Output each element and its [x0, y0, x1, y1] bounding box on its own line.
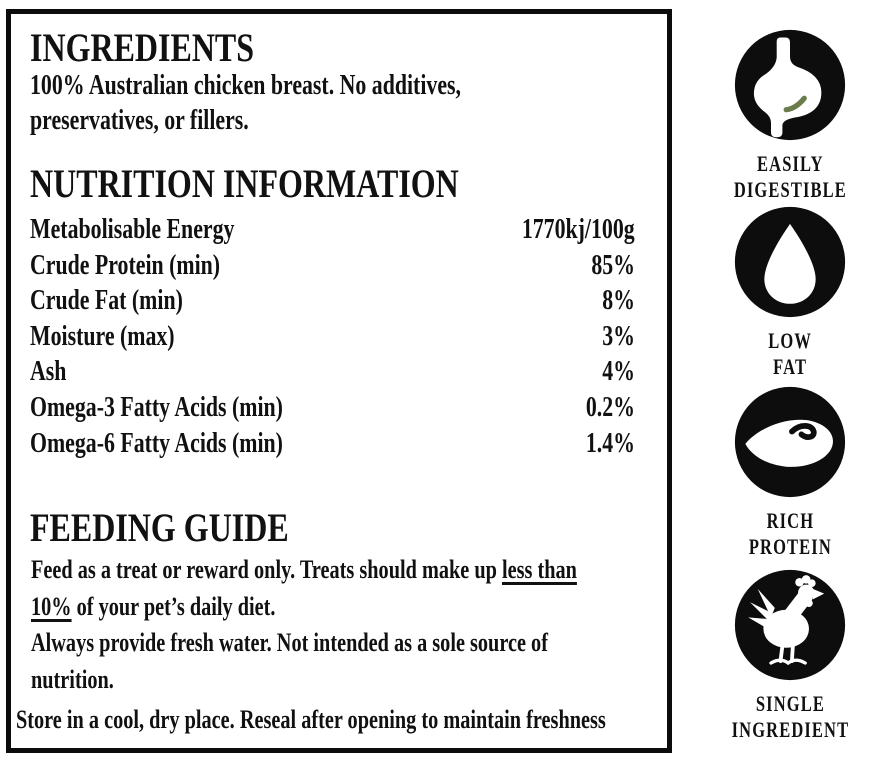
table-row: Omega-3 Fatty Acids (min) 0.2% [30, 390, 635, 426]
feeding-text-segment: nutrition. [31, 664, 114, 694]
nutrient-name: Crude Protein (min) [30, 249, 221, 281]
nutrient-name: Crude Fat (min) [30, 285, 183, 317]
nutrient-name: Moisture (max) [30, 320, 175, 352]
badge-easily-digestible: EASILY DIGESTIBLE [700, 28, 870, 203]
table-row: Ash 4% [30, 354, 635, 390]
stomach-icon [734, 29, 846, 141]
ingredients-line-2: preservatives, or fillers. [30, 105, 249, 136]
nutrient-name: Omega-6 Fatty Acids (min) [30, 427, 283, 459]
nutrient-name: Omega-3 Fatty Acids (min) [30, 391, 283, 423]
nutrient-name: Metabolisable Energy [30, 214, 235, 245]
feeding-text-segment: Always provide fresh water. Not intended… [31, 628, 548, 657]
nutrient-value: 4% [602, 356, 635, 388]
storage-note: Store in a cool, dry place. Reseal after… [16, 705, 606, 734]
nutrient-value: 8% [602, 285, 635, 317]
feeding-text-segment: of your pet’s daily diet. [71, 591, 276, 621]
badge-low-fat: LOW FAT [700, 205, 870, 380]
table-row: Crude Protein (min) 85% [30, 248, 635, 284]
nutrition-table: Metabolisable Energy 1770kj/100g Crude P… [30, 212, 635, 461]
underlined-text: less than [501, 555, 577, 584]
meat-icon [734, 386, 846, 498]
badge-rich-protein: RICH PROTEIN [700, 385, 870, 560]
nutrition-label-panel: INGREDIENTS 100% Australian chicken brea… [6, 9, 672, 753]
table-row: Metabolisable Energy 1770kj/100g [30, 212, 635, 248]
chicken-icon [734, 569, 846, 681]
badge-label: RICH PROTEIN [748, 508, 832, 559]
feeding-guide-text: Feed as a treat or reward only. Treats s… [31, 552, 577, 698]
underlined-text: 10% [31, 591, 72, 621]
feeding-guide-heading: FEEDING GUIDE [30, 505, 289, 550]
nutrient-value: 0.2% [585, 391, 635, 423]
benefit-badges: EASILY DIGESTIBLE LOW FAT RICH [700, 0, 870, 766]
nutrient-value: 1770kj/100g [522, 214, 635, 245]
badge-label: LOW FAT [768, 328, 812, 379]
nutrition-heading: NUTRITION INFORMATION [30, 161, 459, 206]
table-row: Moisture (max) 3% [30, 319, 635, 355]
table-row: Crude Fat (min) 8% [30, 283, 635, 319]
ingredients-body: 100% Australian chicken breast. No addit… [30, 68, 461, 138]
badge-single-ingredient: SINGLE INGREDIENT [700, 568, 870, 743]
feeding-text-segment: Feed as a treat or reward only. Treats s… [31, 555, 502, 584]
nutrient-name: Ash [30, 356, 67, 388]
droplet-icon [734, 206, 846, 318]
ingredients-heading: INGREDIENTS [30, 25, 255, 70]
badge-label: EASILY DIGESTIBLE [733, 151, 847, 202]
nutrient-value: 85% [591, 249, 635, 281]
badge-label: SINGLE INGREDIENT [731, 691, 849, 742]
table-row: Omega-6 Fatty Acids (min) 1.4% [30, 426, 635, 462]
nutrient-value: 3% [602, 320, 635, 352]
nutrient-value: 1.4% [585, 427, 635, 459]
ingredients-line-1: 100% Australian chicken breast. No addit… [30, 70, 461, 101]
